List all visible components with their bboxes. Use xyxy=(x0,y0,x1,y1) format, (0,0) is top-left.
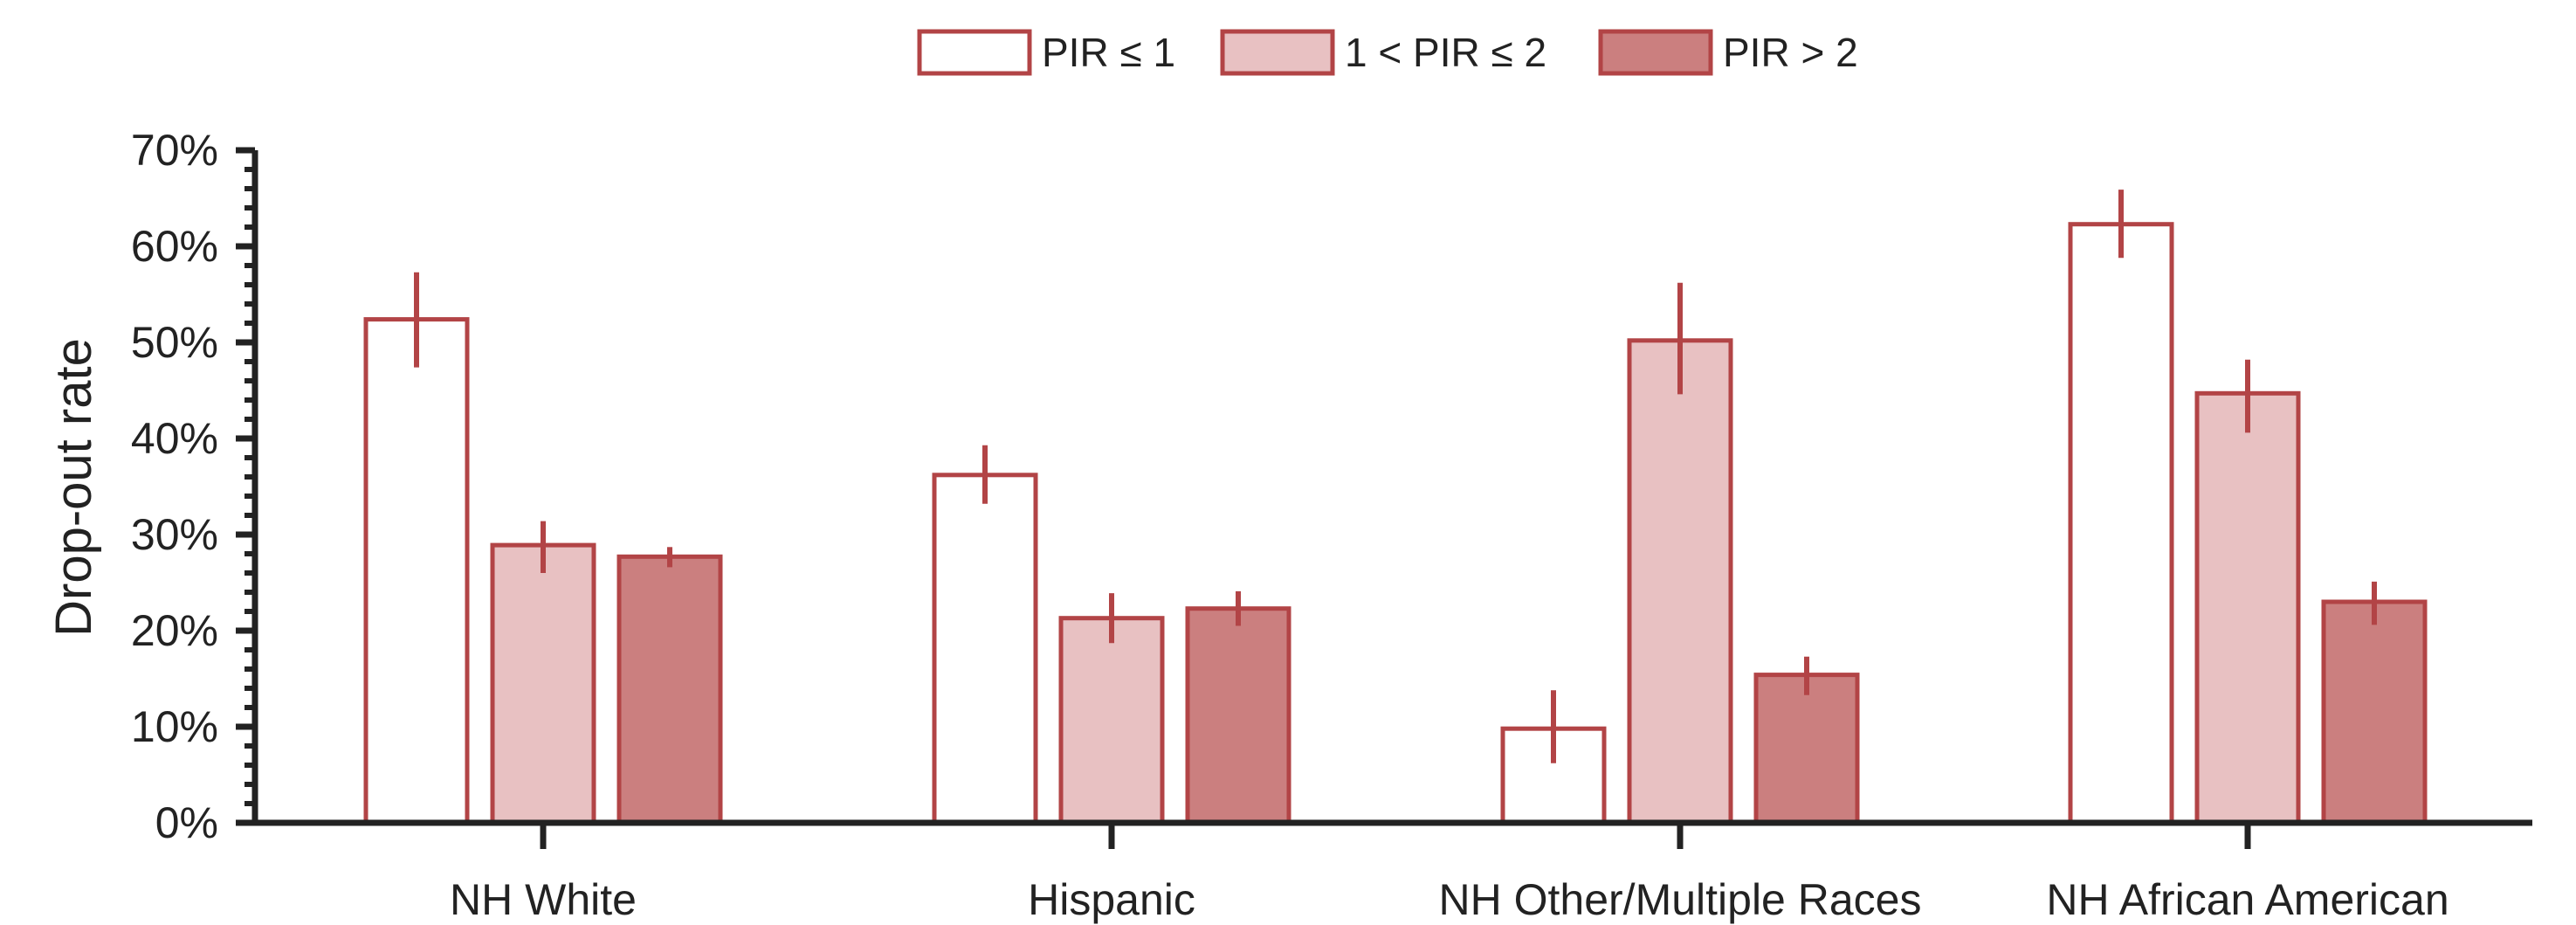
x-tick-label: NH African American xyxy=(2046,875,2449,924)
legend-swatch xyxy=(1598,29,1713,76)
y-tick-label: 40% xyxy=(131,414,218,463)
bar xyxy=(616,554,723,825)
bar xyxy=(2068,222,2174,825)
y-tick-label: 10% xyxy=(131,702,218,751)
y-tick-label: 60% xyxy=(131,222,218,271)
legend-swatch xyxy=(1220,29,1335,76)
y-tick-label: 50% xyxy=(131,318,218,367)
bar xyxy=(2194,390,2301,825)
bars xyxy=(363,190,2428,825)
x-axis: NH White Hispanic NH Other/Multiple Races N… xyxy=(252,819,2532,924)
x-tick-label: NH Other/Multiple Races xyxy=(1439,875,1922,924)
bar xyxy=(2321,599,2428,825)
bar xyxy=(1058,616,1165,825)
y-tick-label: 30% xyxy=(131,510,218,559)
bar xyxy=(363,317,470,825)
x-tick-label: Hispanic xyxy=(1028,875,1195,924)
bar xyxy=(1753,673,1860,825)
bar xyxy=(490,542,596,825)
legend-swatch xyxy=(917,29,1032,76)
bar xyxy=(1185,606,1291,825)
legend-label: PIR > 2 xyxy=(1723,30,1858,75)
x-tick-label: NH White xyxy=(450,875,637,924)
y-tick-label: 0% xyxy=(155,798,218,847)
bar xyxy=(1627,338,1733,825)
y-tick-label: 20% xyxy=(131,606,218,655)
legend-label: 1 < PIR ≤ 2 xyxy=(1345,30,1546,75)
legend-label: PIR ≤ 1 xyxy=(1042,30,1175,75)
legend: PIR ≤ 1 1 < PIR ≤ 2 PIR > 2 xyxy=(917,29,1858,76)
y-tick-label: 70% xyxy=(131,126,218,175)
y-axis-title: Drop-out rate xyxy=(45,338,102,637)
bar xyxy=(932,473,1038,825)
y-axis: 0% 10% 20% 30% 40% 50% 60% 70% xyxy=(131,126,258,847)
